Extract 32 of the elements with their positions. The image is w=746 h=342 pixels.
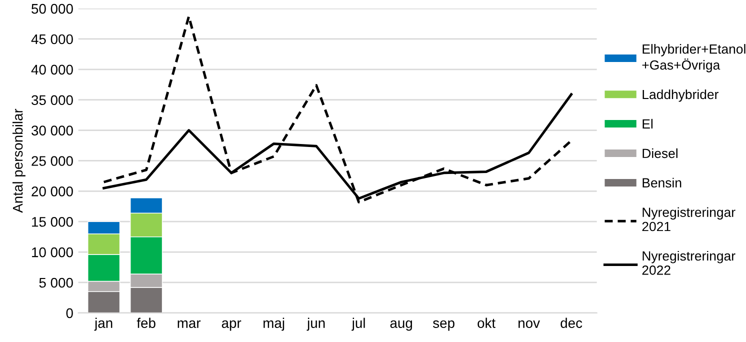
y-tick-label: 0 xyxy=(66,308,73,318)
x-tick-label: dec xyxy=(560,318,582,328)
legend-label: Nyregistreringar 2022 xyxy=(642,250,736,275)
legend-label: Nyregistreringar 2021 xyxy=(642,207,736,232)
y-tick-label: 5 000 xyxy=(39,278,73,288)
line-series xyxy=(102,15,573,204)
x-tick-label: aug xyxy=(390,320,412,331)
x-tick-label: jul xyxy=(352,318,365,331)
y-tick-label: 10 000 xyxy=(32,247,73,258)
x-tick-label: mar xyxy=(178,320,201,328)
x-tick-label: sep xyxy=(433,320,454,331)
x-tick-label: feb xyxy=(136,318,156,328)
y-tick-label: 35 000 xyxy=(32,95,73,106)
y-axis-title: Antal personbilar xyxy=(12,108,26,213)
legend-label: Elhybrider+Etanol +Gas+Övriga xyxy=(642,44,746,72)
x-tick-label: okt xyxy=(478,318,496,328)
legend-label: Bensin xyxy=(642,178,682,188)
legend-label: Laddhybrider xyxy=(642,89,718,102)
x-tick-label: apr xyxy=(222,320,242,331)
x-tick-label: jan xyxy=(94,318,112,331)
y-tick-label: 50 000 xyxy=(32,4,73,14)
x-tick-label: jun xyxy=(306,318,325,331)
y-tick-label: 25 000 xyxy=(32,156,73,166)
x-tick-label: nov xyxy=(518,320,540,328)
legend-label: El xyxy=(642,118,653,128)
y-tick-label: 30 000 xyxy=(32,126,73,136)
y-tick-label: 20 000 xyxy=(32,186,73,196)
x-tick-label: maj xyxy=(264,318,284,331)
y-tick-label: 15 000 xyxy=(32,216,73,227)
legend-label: Diesel xyxy=(642,148,678,158)
y-tick-label: 45 000 xyxy=(31,34,73,44)
y-tick-label: 40 000 xyxy=(31,64,73,75)
